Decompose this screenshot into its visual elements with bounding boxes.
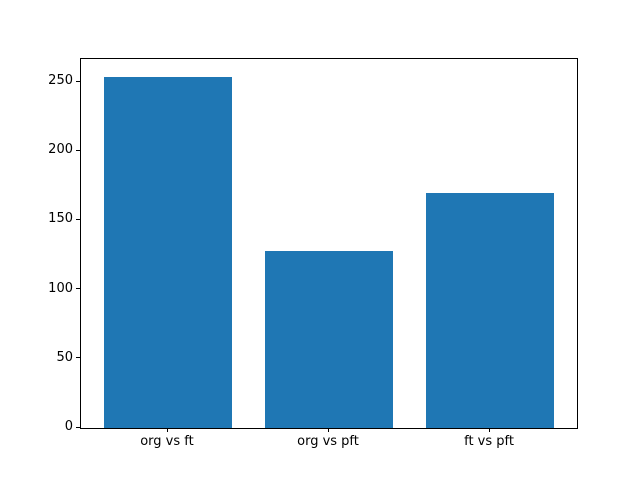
y-tick-label: 50 — [56, 349, 73, 365]
y-tick-label: 0 — [64, 419, 73, 434]
x-tick-label: ft vs pft — [464, 434, 514, 449]
y-tick-mark — [76, 357, 80, 359]
y-tick-mark — [76, 218, 80, 220]
x-tick-label: org vs ft — [140, 434, 194, 449]
y-tick-label: 150 — [48, 211, 73, 227]
y-tick-mark — [76, 288, 80, 290]
y-tick-label: 250 — [48, 73, 73, 89]
y-tick-mark — [76, 426, 80, 428]
y-tick-label: 200 — [48, 142, 73, 158]
x-tick-mark — [489, 428, 491, 432]
x-tick-label: org vs pft — [297, 434, 359, 449]
bar-org-vs-pft — [264, 250, 394, 428]
y-tick-label: 100 — [48, 280, 73, 296]
x-tick-mark — [166, 428, 168, 432]
plot-area — [80, 58, 578, 429]
bar-ft-vs-pft — [425, 192, 555, 428]
bar-org-vs-ft — [103, 76, 233, 428]
y-tick-mark — [76, 149, 80, 151]
x-tick-mark — [328, 428, 329, 432]
y-tick-mark — [76, 80, 80, 82]
